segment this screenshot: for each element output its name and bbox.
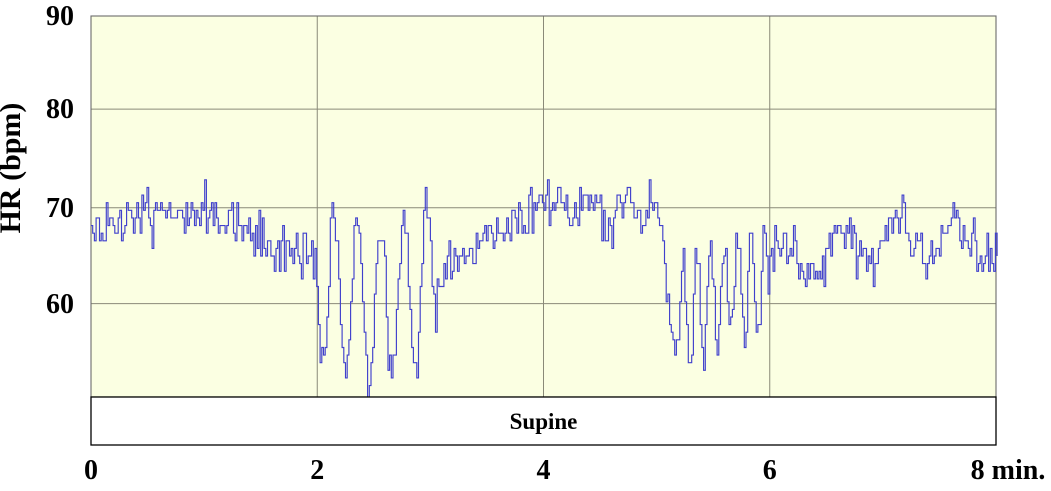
- svg-text:HR (bpm): HR (bpm): [0, 103, 27, 234]
- svg-text:0: 0: [84, 455, 98, 486]
- svg-text:Supine: Supine: [510, 409, 578, 434]
- svg-text:90: 90: [46, 1, 74, 32]
- svg-text:8 min.: 8 min.: [971, 455, 1046, 486]
- svg-text:4: 4: [537, 455, 551, 486]
- svg-text:80: 80: [46, 94, 74, 125]
- svg-text:6: 6: [763, 455, 777, 486]
- svg-text:70: 70: [46, 193, 74, 224]
- svg-text:60: 60: [46, 289, 74, 320]
- svg-text:2: 2: [310, 455, 324, 486]
